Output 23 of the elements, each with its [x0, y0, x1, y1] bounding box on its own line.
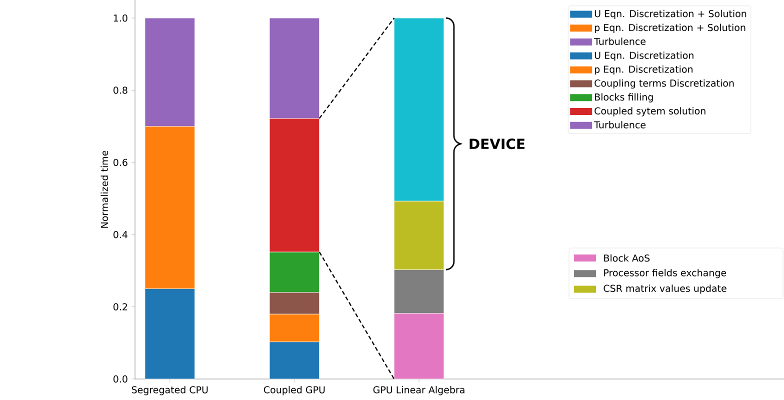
- legend-label: CSR matrix values update: [604, 284, 726, 294]
- legend-label: Blocks filling: [595, 93, 653, 102]
- legend-label: Coupling terms Discretization: [594, 79, 734, 89]
- annotation: DEVICE: [470, 138, 524, 150]
- y-tick-label: 0.4: [113, 231, 128, 238]
- legend-label: Processor fields exchange: [604, 269, 726, 278]
- y-tick-label: 1.0: [114, 14, 128, 22]
- legend-label: p Eqn. Discretization: [594, 65, 692, 75]
- legend-label: p Eqn. Discretization + Solution: [594, 24, 746, 33]
- legend-label: Turbulence: [594, 38, 646, 46]
- legend-label: Coupled sytem solution: [594, 107, 706, 116]
- x-tick-label: Coupled GPU: [264, 386, 325, 396]
- y-tick-label: 0.8: [113, 86, 128, 94]
- y-tick-label: 0.6: [113, 158, 128, 166]
- y-axis-title: Normalized time: [100, 150, 108, 228]
- x-tick-label: Segregated CPU: [132, 386, 208, 396]
- legend-label: Turbulence: [594, 121, 646, 128]
- legend-label: Block AoS: [604, 254, 650, 262]
- legend-label: U Eqn. Discretization: [594, 52, 694, 61]
- legend-label: U Eqn. Discretization + Solution: [594, 10, 746, 20]
- x-tick-label: GPU Linear Algebra: [373, 386, 464, 396]
- y-tick-label: 0.0: [113, 375, 128, 383]
- y-tick-label: 0.2: [113, 303, 128, 310]
